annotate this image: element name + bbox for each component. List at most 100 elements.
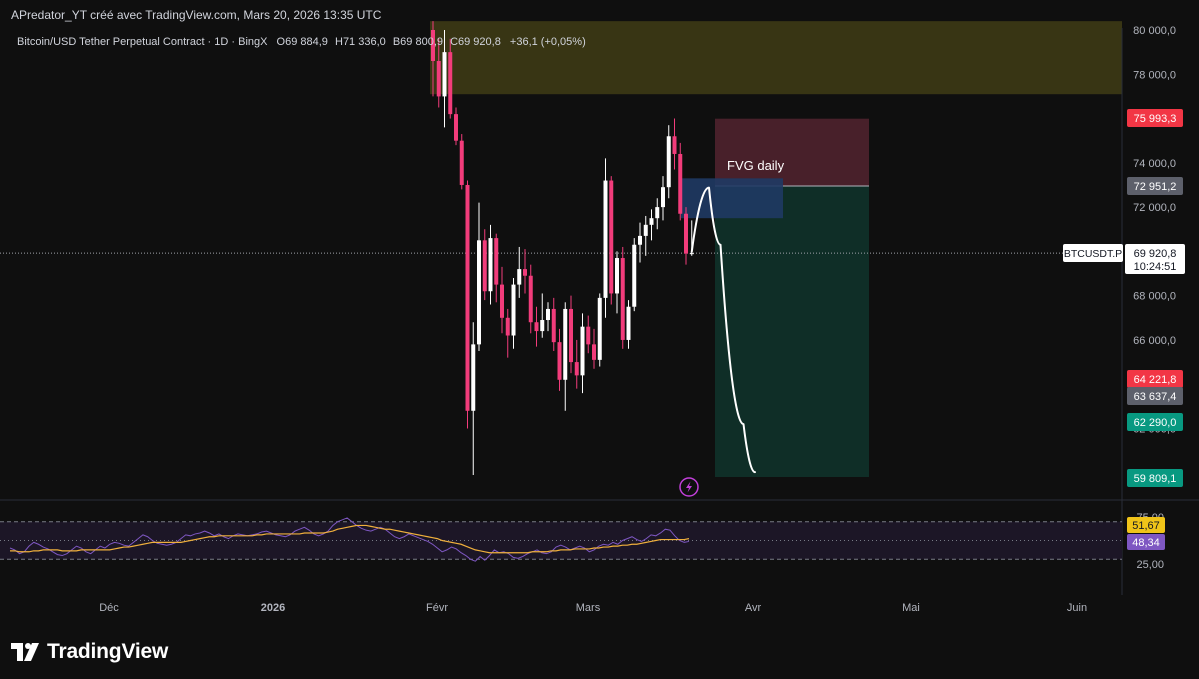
candle-body[interactable] xyxy=(454,114,458,141)
close-label: C xyxy=(450,36,458,48)
tradingview-logo-icon xyxy=(11,643,39,661)
candle-body[interactable] xyxy=(465,184,470,411)
fvg-zone[interactable] xyxy=(681,178,783,219)
candle-body[interactable] xyxy=(436,60,441,97)
candle-body[interactable] xyxy=(580,326,585,376)
candle-body[interactable] xyxy=(661,187,665,208)
candle-body[interactable] xyxy=(643,224,648,236)
price-tick: 66 000,0 xyxy=(1133,335,1176,347)
candle-body[interactable] xyxy=(666,136,671,188)
price-label-green: 62 290,0 xyxy=(1127,413,1183,431)
candle-body[interactable] xyxy=(500,284,504,318)
candle-body[interactable] xyxy=(597,297,602,360)
candle-body[interactable] xyxy=(540,320,545,332)
candle-body[interactable] xyxy=(523,269,527,276)
candle-body[interactable] xyxy=(638,235,642,245)
candle-body[interactable] xyxy=(505,317,510,336)
candle-body[interactable] xyxy=(488,238,493,292)
candle-body[interactable] xyxy=(431,30,435,61)
candle-body[interactable] xyxy=(615,258,619,294)
projection-drawing[interactable] xyxy=(690,186,756,474)
candle-body[interactable] xyxy=(546,308,550,321)
candle-body[interactable] xyxy=(477,240,481,345)
price-label-gray: 63 637,4 xyxy=(1127,387,1183,405)
price-axis[interactable]: 80 000,0 78 000,0 74 000,0 72 000,0 68 000,0… xyxy=(1133,25,1176,571)
price-label-target-text: 59 809,1 xyxy=(1134,473,1177,485)
candle-body[interactable] xyxy=(551,308,556,343)
current-price-chip: BTCUSDT.P 69 920,8 10:24:51 xyxy=(1063,244,1185,274)
price-label-entry: 72 951,2 xyxy=(1127,177,1183,195)
price-label-red-text: 64 221,8 xyxy=(1134,374,1177,386)
candle-body[interactable] xyxy=(569,308,573,363)
candle-body[interactable] xyxy=(609,180,614,294)
author-line: APredator_YT créé avec TradingView.com, … xyxy=(11,8,382,22)
time-tick: 2026 xyxy=(261,602,285,614)
open-label: O xyxy=(277,36,286,48)
time-tick: Mai xyxy=(902,602,920,614)
price-label-entry-text: 72 951,2 xyxy=(1134,181,1177,193)
time-tick: Juin xyxy=(1067,602,1087,614)
high-value: 71 336,0 xyxy=(343,36,386,48)
time-axis[interactable]: Déc 2026 Févr Mars Avr Mai Juin xyxy=(99,602,1087,614)
candle-body[interactable] xyxy=(442,52,447,97)
rsi-ma-chip: 51,67 xyxy=(1127,517,1165,533)
price-tick: 72 000,0 xyxy=(1133,202,1176,214)
candle-body[interactable] xyxy=(511,284,516,336)
candle-body[interactable] xyxy=(586,326,591,345)
candle-body[interactable] xyxy=(563,308,568,380)
candle-body[interactable] xyxy=(494,238,499,285)
rsi-value: 48,34 xyxy=(1132,537,1160,549)
candle-body[interactable] xyxy=(517,269,522,285)
candle-body[interactable] xyxy=(632,244,637,307)
candle-body[interactable] xyxy=(592,344,596,360)
candle-body[interactable] xyxy=(448,52,453,115)
candle-body[interactable] xyxy=(655,207,660,219)
current-price-text: 69 920,8 xyxy=(1134,248,1177,260)
candle-body[interactable] xyxy=(684,213,688,254)
time-tick: Avr xyxy=(745,602,762,614)
symbol-title: Bitcoin/USD Tether Perpetual Contract · … xyxy=(17,36,268,48)
rsi-line[interactable] xyxy=(9,517,690,562)
tradingview-logo[interactable]: TradingView xyxy=(11,640,168,664)
time-tick: Mars xyxy=(576,602,601,614)
candle-body[interactable] xyxy=(471,344,476,411)
low-label: B xyxy=(393,36,400,48)
price-label-stop-text: 75 993,3 xyxy=(1134,113,1177,125)
supply-zone[interactable] xyxy=(430,21,1122,95)
high-label: H xyxy=(335,36,343,48)
price-label-red: 64 221,8 xyxy=(1127,370,1183,388)
flash-icon[interactable] xyxy=(679,477,699,497)
price-tick: 78 000,0 xyxy=(1133,69,1176,81)
low-value: 69 800,9 xyxy=(400,36,443,48)
rsi-ma-line[interactable] xyxy=(10,524,690,554)
candle-body[interactable] xyxy=(528,275,533,323)
price-label-target: 59 809,1 xyxy=(1127,469,1183,487)
time-tick: Déc xyxy=(99,602,119,614)
target-zone[interactable] xyxy=(715,186,869,477)
fvg-label: FVG daily xyxy=(727,158,785,173)
candle-body[interactable] xyxy=(689,253,694,255)
candle-body[interactable] xyxy=(557,342,562,380)
candle-body[interactable] xyxy=(534,322,539,332)
candle-body[interactable] xyxy=(626,306,631,340)
candle-body[interactable] xyxy=(672,136,677,154)
candle-body[interactable] xyxy=(678,153,683,214)
candle-body[interactable] xyxy=(459,140,464,185)
symbol-info: Bitcoin/USD Tether Perpetual Contract · … xyxy=(17,36,586,48)
stop-zone[interactable] xyxy=(715,118,869,187)
price-tick: 68 000,0 xyxy=(1133,291,1176,303)
close-value: 69 920,8 xyxy=(458,36,501,48)
price-tick: 74 000,0 xyxy=(1133,158,1176,170)
rsi-ma-value: 51,67 xyxy=(1132,520,1160,532)
time-tick: Févr xyxy=(426,602,448,614)
candle-body[interactable] xyxy=(482,240,487,292)
candles-layer xyxy=(431,21,694,475)
candle-body[interactable] xyxy=(574,362,579,376)
candle-body[interactable] xyxy=(620,258,625,340)
rsi-value-chip: 48,34 xyxy=(1127,534,1165,550)
price-tick: 80 000,0 xyxy=(1133,25,1176,37)
candle-body[interactable] xyxy=(603,180,608,298)
symbol-chip-text: BTCUSDT.P xyxy=(1064,248,1122,260)
candle-body[interactable] xyxy=(649,218,654,225)
